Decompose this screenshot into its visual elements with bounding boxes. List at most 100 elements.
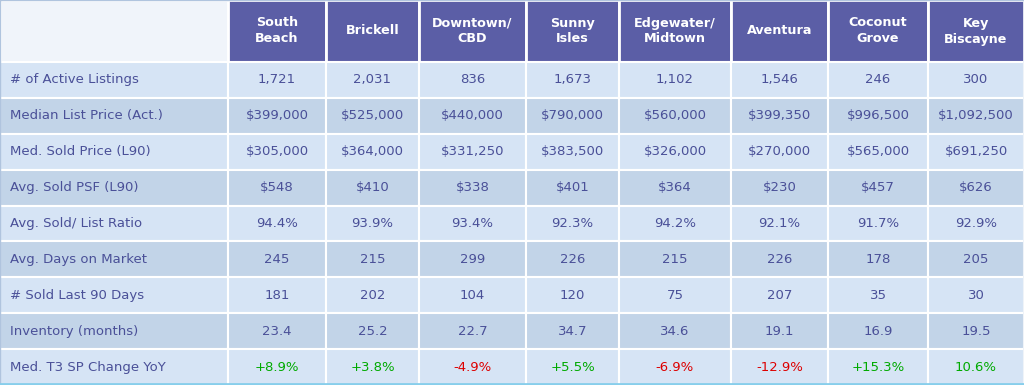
- Bar: [526, 170, 618, 206]
- Text: Med. T3 SP Change YoY: Med. T3 SP Change YoY: [10, 361, 166, 373]
- Bar: [419, 170, 526, 206]
- Bar: [326, 62, 419, 98]
- Text: $440,000: $440,000: [441, 109, 504, 122]
- Bar: [526, 277, 618, 313]
- Bar: [928, 98, 1024, 134]
- Bar: [928, 134, 1024, 170]
- Bar: [928, 206, 1024, 241]
- Bar: [828, 206, 928, 241]
- Bar: [928, 241, 1024, 277]
- Bar: [228, 313, 326, 349]
- Bar: [828, 349, 928, 385]
- Bar: [731, 277, 828, 313]
- Bar: [928, 313, 1024, 349]
- Text: $305,000: $305,000: [246, 145, 308, 158]
- Text: 92.9%: 92.9%: [955, 217, 997, 230]
- Text: 245: 245: [264, 253, 290, 266]
- Bar: [0, 0, 228, 62]
- Bar: [526, 241, 618, 277]
- Text: +5.5%: +5.5%: [550, 361, 595, 373]
- Bar: [0, 134, 228, 170]
- Bar: [419, 62, 526, 98]
- Text: 836: 836: [460, 74, 485, 87]
- Bar: [326, 241, 419, 277]
- Bar: [828, 98, 928, 134]
- Text: $457: $457: [861, 181, 895, 194]
- Text: 205: 205: [964, 253, 989, 266]
- Text: +3.8%: +3.8%: [350, 361, 395, 373]
- Bar: [326, 277, 419, 313]
- Text: South
Beach: South Beach: [255, 17, 299, 45]
- Bar: [618, 134, 731, 170]
- Text: $338: $338: [456, 181, 489, 194]
- Text: 1,673: 1,673: [554, 74, 592, 87]
- Text: $410: $410: [355, 181, 389, 194]
- Text: $331,250: $331,250: [440, 145, 504, 158]
- Text: +15.3%: +15.3%: [851, 361, 904, 373]
- Text: 92.1%: 92.1%: [759, 217, 801, 230]
- Bar: [618, 62, 731, 98]
- Text: -4.9%: -4.9%: [454, 361, 492, 373]
- Bar: [618, 313, 731, 349]
- Bar: [731, 313, 828, 349]
- Bar: [618, 206, 731, 241]
- Text: 19.5: 19.5: [962, 325, 991, 338]
- Text: 10.6%: 10.6%: [955, 361, 997, 373]
- Text: 94.4%: 94.4%: [256, 217, 298, 230]
- Text: $383,500: $383,500: [541, 145, 604, 158]
- Bar: [526, 134, 618, 170]
- Bar: [419, 0, 526, 62]
- Text: Coconut
Grove: Coconut Grove: [849, 17, 907, 45]
- Text: 30: 30: [968, 289, 984, 302]
- Bar: [618, 349, 731, 385]
- Bar: [928, 0, 1024, 62]
- Text: $401: $401: [556, 181, 590, 194]
- Bar: [828, 0, 928, 62]
- Text: 75: 75: [667, 289, 683, 302]
- Text: -6.9%: -6.9%: [656, 361, 694, 373]
- Text: 300: 300: [964, 74, 988, 87]
- Text: Downtown/
CBD: Downtown/ CBD: [432, 17, 513, 45]
- Text: $399,350: $399,350: [748, 109, 811, 122]
- Text: 178: 178: [865, 253, 891, 266]
- Bar: [419, 98, 526, 134]
- Bar: [731, 62, 828, 98]
- Bar: [0, 313, 228, 349]
- Text: 226: 226: [560, 253, 585, 266]
- Text: Inventory (months): Inventory (months): [10, 325, 138, 338]
- Text: 226: 226: [767, 253, 793, 266]
- Bar: [0, 206, 228, 241]
- Bar: [228, 0, 326, 62]
- Text: 104: 104: [460, 289, 485, 302]
- Bar: [828, 134, 928, 170]
- Text: 34.7: 34.7: [558, 325, 587, 338]
- Bar: [326, 206, 419, 241]
- Text: 23.4: 23.4: [262, 325, 292, 338]
- Text: $691,250: $691,250: [944, 145, 1008, 158]
- Text: 120: 120: [560, 289, 585, 302]
- Bar: [419, 134, 526, 170]
- Bar: [828, 241, 928, 277]
- Bar: [419, 241, 526, 277]
- Bar: [618, 98, 731, 134]
- Bar: [731, 206, 828, 241]
- Bar: [228, 98, 326, 134]
- Text: $230: $230: [763, 181, 797, 194]
- Text: $996,500: $996,500: [847, 109, 909, 122]
- Bar: [526, 349, 618, 385]
- Text: $790,000: $790,000: [541, 109, 604, 122]
- Text: 215: 215: [359, 253, 385, 266]
- Text: 202: 202: [359, 289, 385, 302]
- Text: Edgewater/
Midtown: Edgewater/ Midtown: [634, 17, 716, 45]
- Bar: [731, 134, 828, 170]
- Bar: [618, 170, 731, 206]
- Bar: [618, 241, 731, 277]
- Bar: [228, 62, 326, 98]
- Bar: [419, 277, 526, 313]
- Bar: [419, 349, 526, 385]
- Bar: [618, 277, 731, 313]
- Bar: [228, 349, 326, 385]
- Text: 2,031: 2,031: [353, 74, 391, 87]
- Bar: [326, 0, 419, 62]
- Bar: [326, 134, 419, 170]
